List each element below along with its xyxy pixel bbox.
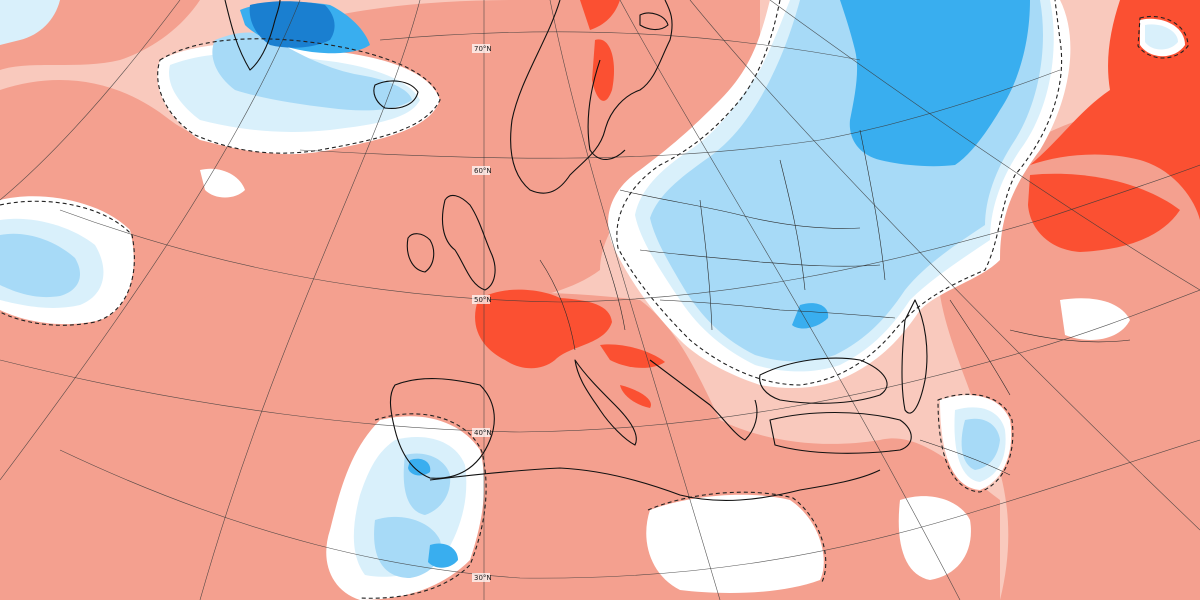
latitude-label-50: 50°N: [474, 296, 492, 304]
very-cold-anomaly-regions: [249, 1, 335, 48]
latitude-labels: 70°N 60°N 50°N 40°N 30°N: [472, 44, 492, 582]
country-borders: [539, 129, 1131, 476]
latitude-label-40: 40°N: [474, 429, 492, 437]
latitude-label-30: 30°N: [474, 574, 492, 582]
latitude-label-70: 70°N: [474, 45, 492, 53]
latitude-label-60: 60°N: [474, 167, 492, 175]
coastlines: [224, 0, 928, 501]
